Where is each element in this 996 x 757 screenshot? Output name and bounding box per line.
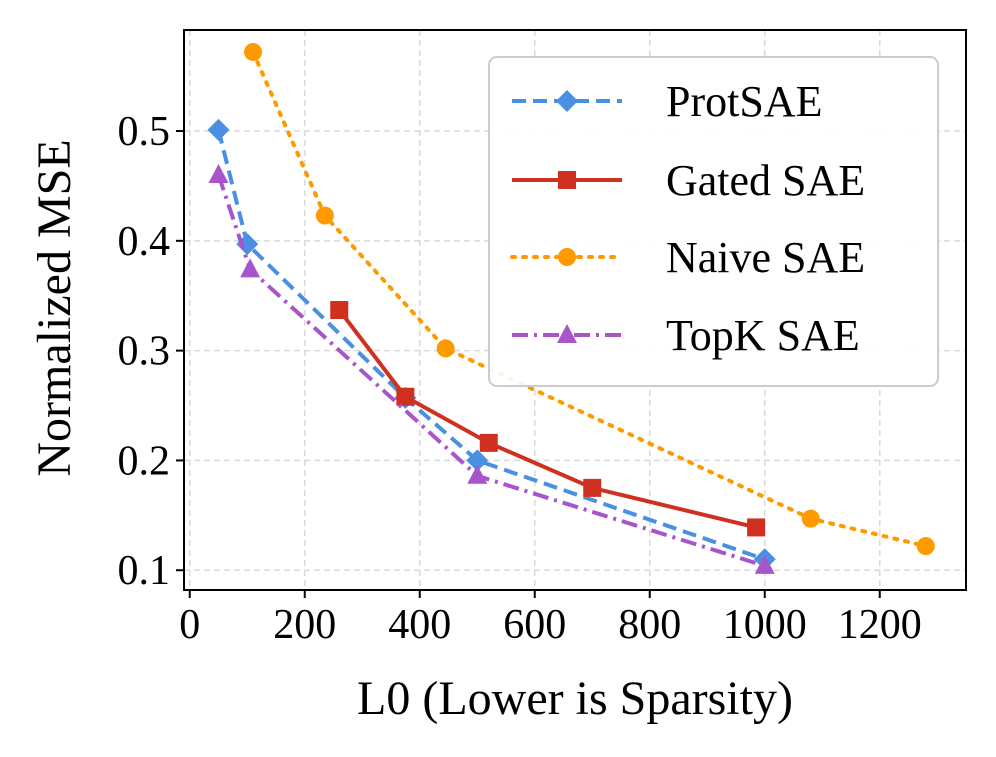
legend-marker-protsae	[556, 90, 578, 112]
series-naive-sae	[244, 42, 935, 556]
legend-label-protsae: ProtSAE	[666, 77, 822, 126]
data-point	[240, 258, 261, 278]
series-topk-sae	[208, 163, 775, 574]
legend-marker-topk-sae	[557, 324, 577, 343]
data-point	[747, 518, 766, 537]
data-point	[436, 339, 455, 358]
data-point	[801, 509, 820, 528]
legend-box	[488, 56, 939, 387]
x-axis-title: L0 (Lower is Sparsity)	[357, 672, 793, 725]
x-tick-label: 600	[503, 602, 566, 648]
legend: ProtSAE Gated SAE Naive SAE TopK SAE	[488, 56, 939, 387]
y-axis-title: Normalized MSE	[28, 139, 81, 476]
axis-ticks: 0 200 400 600 800 1000 1200 0.1 0.2 0.3 0.4 0.5	[118, 109, 922, 648]
x-tick-label: 400	[388, 602, 451, 648]
data-point	[208, 163, 229, 183]
data-point	[916, 537, 935, 556]
data-point	[583, 478, 602, 497]
x-tick-label: 0	[179, 602, 200, 648]
legend-label-naive-sae: Naive SAE	[666, 233, 865, 282]
series-line-naive-sae	[251, 49, 928, 549]
data-point	[467, 464, 488, 484]
series-layer	[207, 42, 935, 574]
legend-marker-gated-sae	[558, 171, 576, 189]
data-point	[479, 433, 498, 452]
y-tick-label: 0.4	[118, 219, 171, 265]
y-tick-label: 0.3	[118, 329, 171, 375]
y-tick-label: 0.2	[118, 438, 171, 484]
series-gated-sae	[330, 301, 766, 537]
data-point	[207, 118, 230, 141]
data-point	[396, 387, 415, 406]
data-point	[244, 42, 262, 61]
x-tick-label: 800	[618, 602, 681, 648]
plot-frame	[183, 29, 967, 591]
legend-label-gated-sae: Gated SAE	[666, 156, 865, 205]
y-tick-label: 0.5	[118, 109, 171, 155]
x-tick-label: 1200	[838, 602, 922, 648]
data-point	[754, 554, 775, 574]
data-point	[466, 449, 489, 472]
x-tick-label: 1000	[723, 602, 807, 648]
data-point	[315, 206, 334, 225]
data-point	[330, 301, 349, 319]
y-tick-label: 0.1	[118, 548, 171, 594]
series-line-topk-sae	[216, 174, 766, 568]
x-tick-label: 200	[273, 602, 336, 648]
legend-marker-naive-sae	[558, 248, 576, 266]
legend-label-topk-sae: TopK SAE	[666, 311, 860, 360]
